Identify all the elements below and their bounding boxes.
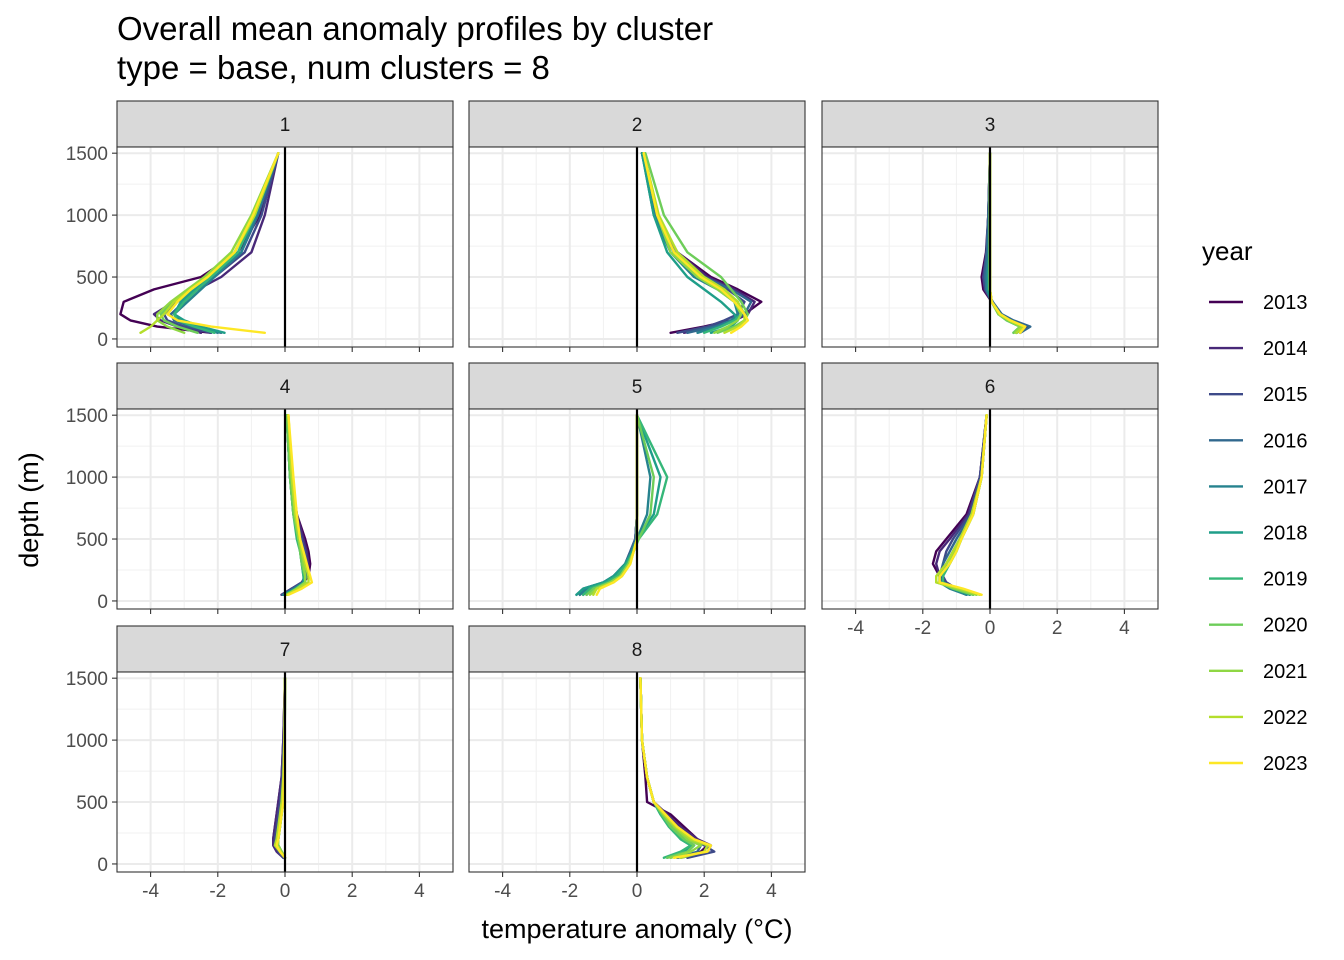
x-tick-label: -2 [209,881,226,902]
facet-strip-label: 2 [632,115,643,136]
y-tick-label: 500 [76,530,108,551]
facet-panels: 1 0 500 1000 1500 2 3 4 0 500 1000 1500 5 6 -4 -2 0 2 4 7 0 5… [66,100,1159,902]
y-axis-title: depth (m) [14,452,44,568]
legend-entry-2023: 2023 [1209,753,1308,775]
legend-entry-2014: 2014 [1209,338,1308,360]
legend-entry-2022: 2022 [1209,707,1308,729]
y-tick-label: 1500 [66,406,108,427]
facet-strip-label: 1 [280,115,291,136]
chart-subtitle: type = base, num clusters = 8 [117,49,550,86]
x-tick-label: -4 [494,881,511,902]
facet-strip-label: 6 [985,377,996,398]
facet-strip-label: 8 [632,640,643,661]
x-tick-label: -2 [561,881,578,902]
legend-label: 2020 [1263,615,1308,637]
x-tick-label: 2 [1052,618,1063,639]
facet-strip-label: 7 [280,640,291,661]
x-tick-label: 4 [766,881,777,902]
panel-4: 4 0 500 1000 1500 [66,362,454,614]
panel-7: 7 0 500 1000 1500 -4 -2 0 2 4 [66,625,454,902]
y-tick-label: 1500 [66,144,108,165]
legend-label: 2014 [1263,338,1308,360]
panel-6: 6 -4 -2 0 2 4 [821,362,1159,639]
series-line-2023 [642,152,750,334]
series-group [119,152,280,334]
series-line-2023 [938,414,988,596]
facet-strip [468,362,806,410]
x-tick-label: 0 [632,881,643,902]
facet-strip [468,625,806,673]
series-group [640,152,763,334]
facet-strip-label: 5 [632,377,643,398]
panel-5: 5 [468,362,806,614]
legend-entry-2017: 2017 [1209,476,1308,498]
legend-label: 2015 [1263,384,1308,406]
series-line-2022 [285,414,310,596]
legend-title: year [1202,236,1253,266]
x-tick-label: 4 [1119,618,1130,639]
y-tick-label: 0 [97,855,108,876]
y-tick-label: 1000 [66,468,108,489]
panel-8: 8 -4 -2 0 2 4 [468,625,806,902]
panel-2: 2 [468,100,806,352]
legend-entry-2020: 2020 [1209,615,1308,637]
series-line-2022 [642,152,746,334]
legend-label: 2013 [1263,292,1308,314]
series-group [639,677,716,859]
legend-label: 2022 [1263,707,1308,729]
legend-label: 2019 [1263,569,1308,591]
panel-3: 3 [821,100,1159,352]
facet-strip-label: 3 [985,115,996,136]
series-line-2023 [166,152,280,334]
legend-entry-2019: 2019 [1209,569,1308,591]
legend-entry-2016: 2016 [1209,430,1308,452]
series-group [931,414,988,596]
y-tick-label: 0 [97,592,108,613]
x-tick-label: -4 [142,881,159,902]
legend-entry-2021: 2021 [1209,661,1308,683]
x-tick-label: 4 [414,881,425,902]
y-tick-label: 1000 [66,206,108,227]
series-line-2023 [639,677,713,859]
legend-entry-2013: 2013 [1209,292,1308,314]
y-tick-label: 500 [76,268,108,289]
panel-1: 1 0 500 1000 1500 [66,100,454,352]
y-tick-label: 0 [97,330,108,351]
y-tick-label: 500 [76,793,108,814]
facet-strip [821,100,1159,148]
facet-strip-label: 4 [280,377,291,398]
legend-entry-2018: 2018 [1209,523,1308,545]
legend-label: 2016 [1263,430,1308,452]
facet-strip [116,625,454,673]
series-line-2023 [287,414,314,596]
x-tick-label: 0 [985,618,996,639]
x-tick-label: 0 [280,881,291,902]
series-line-2018 [575,414,662,596]
x-tick-label: -2 [914,618,931,639]
y-tick-label: 1000 [66,731,108,752]
series-group [280,414,314,596]
facet-strip [468,100,806,148]
series-line-2019 [172,152,280,334]
x-axis-title: temperature anomaly (°C) [482,914,793,944]
y-tick-label: 1500 [66,669,108,690]
legend-label: 2017 [1263,476,1308,498]
legend-label: 2018 [1263,523,1308,545]
facet-strip [116,362,454,410]
x-tick-label: 2 [347,881,358,902]
legend-label: 2023 [1263,753,1308,775]
x-tick-label: -4 [847,618,864,639]
chart-title: Overall mean anomaly profiles by cluster [117,10,713,47]
series-line-2021 [156,152,280,334]
legend-label: 2021 [1263,661,1308,683]
legend-entry-2015: 2015 [1209,384,1308,406]
x-tick-label: 2 [699,881,710,902]
legend: year 2013 2014 2015 2016 2017 2018 2019 2020 202… [1202,236,1308,775]
facet-strip [116,100,454,148]
